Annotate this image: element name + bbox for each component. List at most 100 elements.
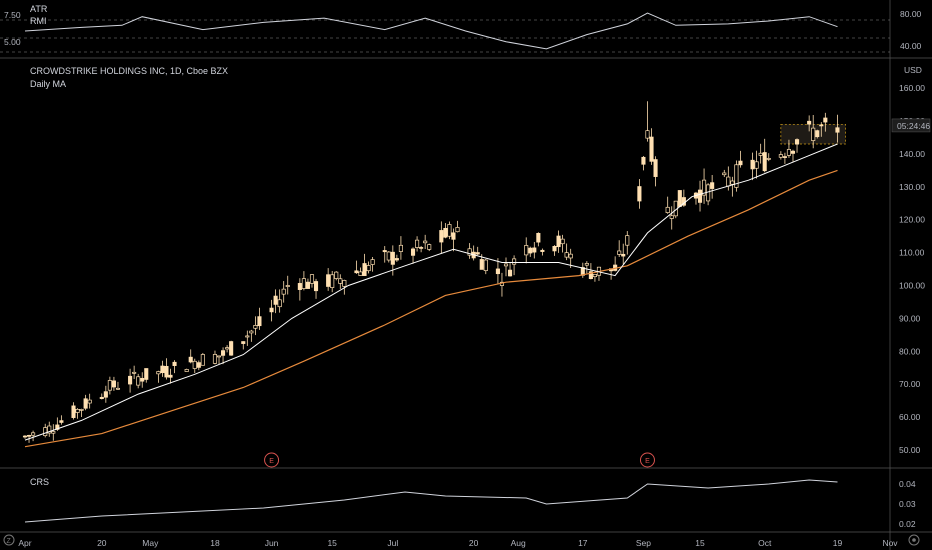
candle-body (313, 281, 319, 292)
candle-body (140, 378, 145, 382)
candle-body (410, 248, 416, 256)
atr-tick-high: 7.50 (4, 10, 21, 20)
candle-body (188, 356, 193, 363)
candle-body (249, 330, 254, 334)
candle-body (87, 399, 92, 404)
candle-body (734, 164, 739, 188)
candle-body (507, 269, 513, 277)
candle-body (645, 130, 650, 139)
earnings-badge-letter: E (269, 458, 274, 465)
candle-body (778, 154, 783, 158)
candle-body (225, 347, 230, 350)
candle-body (750, 159, 755, 170)
candle-body (285, 285, 290, 287)
rmi-tick-low: 40.00 (900, 41, 922, 51)
candle-body (221, 350, 226, 356)
candle-body (390, 251, 395, 265)
candle-body (665, 206, 670, 213)
atr-label: ATR (30, 4, 48, 14)
candle-body (625, 235, 630, 246)
earnings-badge[interactable] (639, 452, 655, 468)
candle-body (419, 247, 424, 249)
candle-body (423, 240, 428, 244)
crs-axis: 0.04 0.03 0.02 (899, 479, 916, 529)
candle-body (588, 271, 593, 280)
price-tick: 140.00 (899, 149, 925, 159)
candle-body (55, 424, 60, 430)
time-tick: 15 (695, 538, 705, 548)
candle-body (706, 184, 711, 202)
candle-body (103, 391, 108, 398)
candle-body (216, 355, 222, 358)
candle-body (552, 246, 557, 252)
candle-body (415, 239, 420, 248)
crs-series-line (24, 479, 838, 523)
time-tick: Sep (636, 538, 651, 548)
candle-body (730, 180, 735, 185)
candle-body (564, 252, 569, 258)
candle-body (758, 152, 763, 156)
time-tick: 15 (327, 538, 337, 548)
candle-body (354, 270, 359, 274)
candle-body (439, 230, 444, 243)
candle-body (273, 295, 278, 305)
candle-body (160, 365, 165, 374)
candle-body (524, 245, 529, 256)
candle-body (128, 375, 133, 385)
candle-body (358, 271, 363, 276)
time-axis[interactable]: Apr 20 May 18 Jun 15 Jul 20 Aug 17 Sep 15 Oct 19 Nov (18, 538, 898, 548)
candle-body (653, 159, 658, 177)
crs-tick: 0.04 (899, 479, 916, 489)
candle-body (47, 425, 52, 434)
candle-body (99, 396, 104, 400)
candle-body (815, 130, 820, 138)
candle-body (455, 227, 460, 233)
timezone-icon[interactable]: Z (3, 534, 15, 546)
candle-body (443, 227, 448, 238)
price-tick: 70.00 (899, 379, 921, 389)
settings-icon[interactable] (908, 534, 920, 546)
candle-body (467, 248, 472, 256)
candle-body (305, 281, 310, 289)
price-tick: 100.00 (899, 281, 925, 291)
candle-body (257, 316, 262, 327)
candle-body (107, 380, 112, 391)
time-tick: 19 (833, 538, 843, 548)
candle-body (560, 238, 565, 245)
candle-body (807, 120, 812, 125)
time-tick: 17 (578, 538, 588, 548)
price-tick: 120.00 (899, 215, 925, 225)
candle-body (31, 432, 36, 436)
candle-body (330, 274, 335, 288)
earnings-badge[interactable] (264, 452, 280, 468)
price-tick: 130.00 (899, 182, 925, 192)
candle-body (281, 288, 286, 295)
candle-body (184, 369, 189, 372)
candle-body (241, 341, 246, 344)
candle-body (697, 189, 703, 203)
time-tick: May (142, 538, 159, 548)
earnings-badge-letter: E (645, 458, 650, 465)
candle-body (762, 152, 767, 172)
candle-body (212, 354, 218, 364)
countdown-label: 05:24:46 (897, 121, 930, 131)
candle-body (362, 263, 367, 276)
time-tick: Nov (882, 538, 898, 548)
symbol-title: CROWDSTRIKE HOLDINGS INC, 1D, Cboe BZX (30, 66, 228, 76)
candle-body (269, 307, 274, 313)
rmi-tick-high: 80.00 (900, 9, 922, 19)
candle-body (26, 434, 32, 437)
candle-body (192, 360, 197, 369)
candle-body (669, 215, 674, 219)
candle-body (536, 232, 541, 243)
candle-body (144, 368, 149, 380)
candle-body (342, 280, 347, 287)
candle-body (483, 259, 488, 271)
price-axis[interactable]: 160.00150.00140.00130.00120.00110.00100.… (899, 83, 925, 455)
candle-body (164, 365, 169, 378)
candle-body (617, 250, 622, 255)
candle-body (503, 263, 509, 267)
